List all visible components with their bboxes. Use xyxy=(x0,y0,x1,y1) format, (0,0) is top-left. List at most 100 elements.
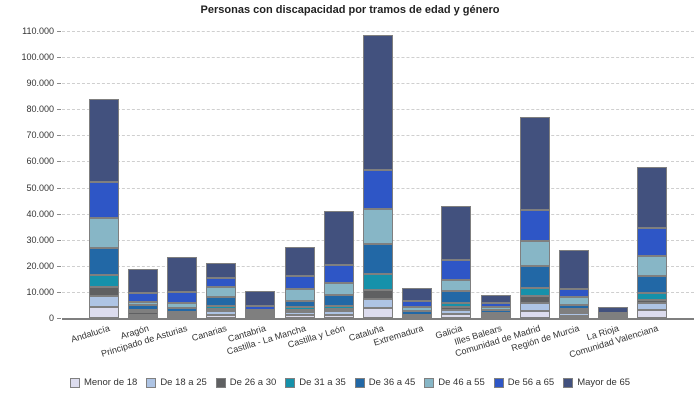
bar-segment[interactable] xyxy=(519,296,550,303)
bar-segment[interactable] xyxy=(559,311,589,314)
bar-segment[interactable] xyxy=(284,275,315,289)
bar-segment[interactable] xyxy=(127,309,158,312)
legend-item[interactable]: De 31 a 35 xyxy=(285,377,346,388)
bar-segment[interactable] xyxy=(284,246,315,276)
bar-segment[interactable] xyxy=(559,304,589,309)
bar-segment[interactable] xyxy=(88,182,119,219)
bar-segment[interactable] xyxy=(559,250,589,290)
bar-segment[interactable] xyxy=(363,208,393,244)
bar-segment[interactable] xyxy=(637,255,668,277)
bar-segment[interactable] xyxy=(637,166,668,229)
bar-segment[interactable] xyxy=(559,315,589,318)
bar-segment[interactable] xyxy=(323,211,354,266)
bar-segment[interactable] xyxy=(519,266,550,288)
bar-segment[interactable] xyxy=(323,265,354,284)
bar-segment[interactable] xyxy=(637,276,668,293)
bar-segment[interactable] xyxy=(284,312,315,316)
bar-segment[interactable] xyxy=(402,306,433,312)
bar-segment[interactable] xyxy=(323,283,354,295)
bar-segment[interactable] xyxy=(323,308,354,312)
bar-segment[interactable] xyxy=(363,170,393,209)
bar-segment[interactable] xyxy=(480,316,511,319)
bar-segment[interactable] xyxy=(598,313,629,316)
bar-segment[interactable] xyxy=(441,307,472,310)
bar-segment[interactable] xyxy=(284,307,315,310)
bar-segment[interactable] xyxy=(127,292,158,303)
bar-segment[interactable] xyxy=(127,302,158,305)
bar-segment[interactable] xyxy=(363,35,393,171)
bar-segment[interactable] xyxy=(323,311,354,315)
bar-segment[interactable] xyxy=(441,291,472,304)
bar-segment[interactable] xyxy=(88,99,119,183)
bar-segment[interactable] xyxy=(167,307,197,312)
bar-segment[interactable] xyxy=(167,313,197,316)
bar-segment[interactable] xyxy=(206,311,237,315)
bar-segment[interactable] xyxy=(323,294,354,307)
bar-segment[interactable] xyxy=(480,312,511,315)
bar-segment[interactable] xyxy=(480,309,511,313)
bar-segment[interactable] xyxy=(637,299,668,303)
bar-segment[interactable] xyxy=(167,311,197,314)
bar-segment[interactable] xyxy=(559,289,589,298)
bar-segment[interactable] xyxy=(441,309,472,314)
bar-segment[interactable] xyxy=(127,316,158,319)
bar-segment[interactable] xyxy=(519,310,550,318)
bar-segment[interactable] xyxy=(127,304,158,310)
bar-segment[interactable] xyxy=(363,299,393,309)
bar-segment[interactable] xyxy=(637,302,668,310)
bar-segment[interactable] xyxy=(88,287,119,296)
bar-segment[interactable] xyxy=(206,308,237,312)
legend-item[interactable]: De 46 a 55 xyxy=(424,377,485,388)
bar-segment[interactable] xyxy=(480,303,511,308)
bar-segment[interactable] xyxy=(363,243,393,274)
bar-segment[interactable] xyxy=(519,241,550,267)
bar-segment[interactable] xyxy=(441,260,472,280)
bar-segment[interactable] xyxy=(284,309,315,313)
bar-segment[interactable] xyxy=(363,273,393,290)
bar-segment[interactable] xyxy=(206,263,237,279)
bar-segment[interactable] xyxy=(88,218,119,249)
bar-segment[interactable] xyxy=(245,313,276,316)
bar-segment[interactable] xyxy=(441,313,472,318)
bar-segment[interactable] xyxy=(245,311,276,314)
bar-segment[interactable] xyxy=(402,287,433,302)
bar-segment[interactable] xyxy=(519,209,550,242)
bar-segment[interactable] xyxy=(88,248,119,276)
bar-segment[interactable] xyxy=(480,307,511,310)
bar-segment[interactable] xyxy=(363,308,393,318)
bar-segment[interactable] xyxy=(167,291,197,303)
bar-segment[interactable] xyxy=(245,290,276,306)
bar-segment[interactable] xyxy=(637,228,668,256)
bar-segment[interactable] xyxy=(637,309,668,318)
bar-segment[interactable] xyxy=(559,297,589,305)
bar-segment[interactable] xyxy=(284,288,315,302)
bar-segment[interactable] xyxy=(127,269,158,293)
bar-segment[interactable] xyxy=(167,302,197,308)
bar-segment[interactable] xyxy=(402,301,433,307)
legend-item[interactable]: Menor de 18 xyxy=(69,377,137,388)
bar-segment[interactable] xyxy=(245,310,276,313)
bar-segment[interactable] xyxy=(363,289,393,300)
bar-segment[interactable] xyxy=(127,314,158,317)
bar-segment[interactable] xyxy=(323,306,354,309)
bar-segment[interactable] xyxy=(441,206,472,261)
bar-segment[interactable] xyxy=(167,256,197,292)
bar-segment[interactable] xyxy=(206,278,237,288)
legend-item[interactable]: De 26 a 30 xyxy=(215,377,276,388)
bar-segment[interactable] xyxy=(323,314,354,318)
bar-segment[interactable] xyxy=(519,116,550,210)
bar-segment[interactable] xyxy=(519,287,550,297)
bar-segment[interactable] xyxy=(441,303,472,307)
legend-item[interactable]: De 56 a 65 xyxy=(493,377,554,388)
bar-segment[interactable] xyxy=(167,315,197,318)
bar-segment[interactable] xyxy=(284,315,315,318)
bar-segment[interactable] xyxy=(206,287,237,297)
bar-segment[interactable] xyxy=(559,313,589,316)
bar-segment[interactable] xyxy=(206,305,237,309)
bar-segment[interactable] xyxy=(559,308,589,312)
bar-segment[interactable] xyxy=(402,314,433,317)
bar-segment[interactable] xyxy=(206,296,237,306)
bar-segment[interactable] xyxy=(480,294,511,304)
legend-item[interactable]: De 18 a 25 xyxy=(146,377,207,388)
legend-item[interactable]: Mayor de 65 xyxy=(563,377,630,388)
